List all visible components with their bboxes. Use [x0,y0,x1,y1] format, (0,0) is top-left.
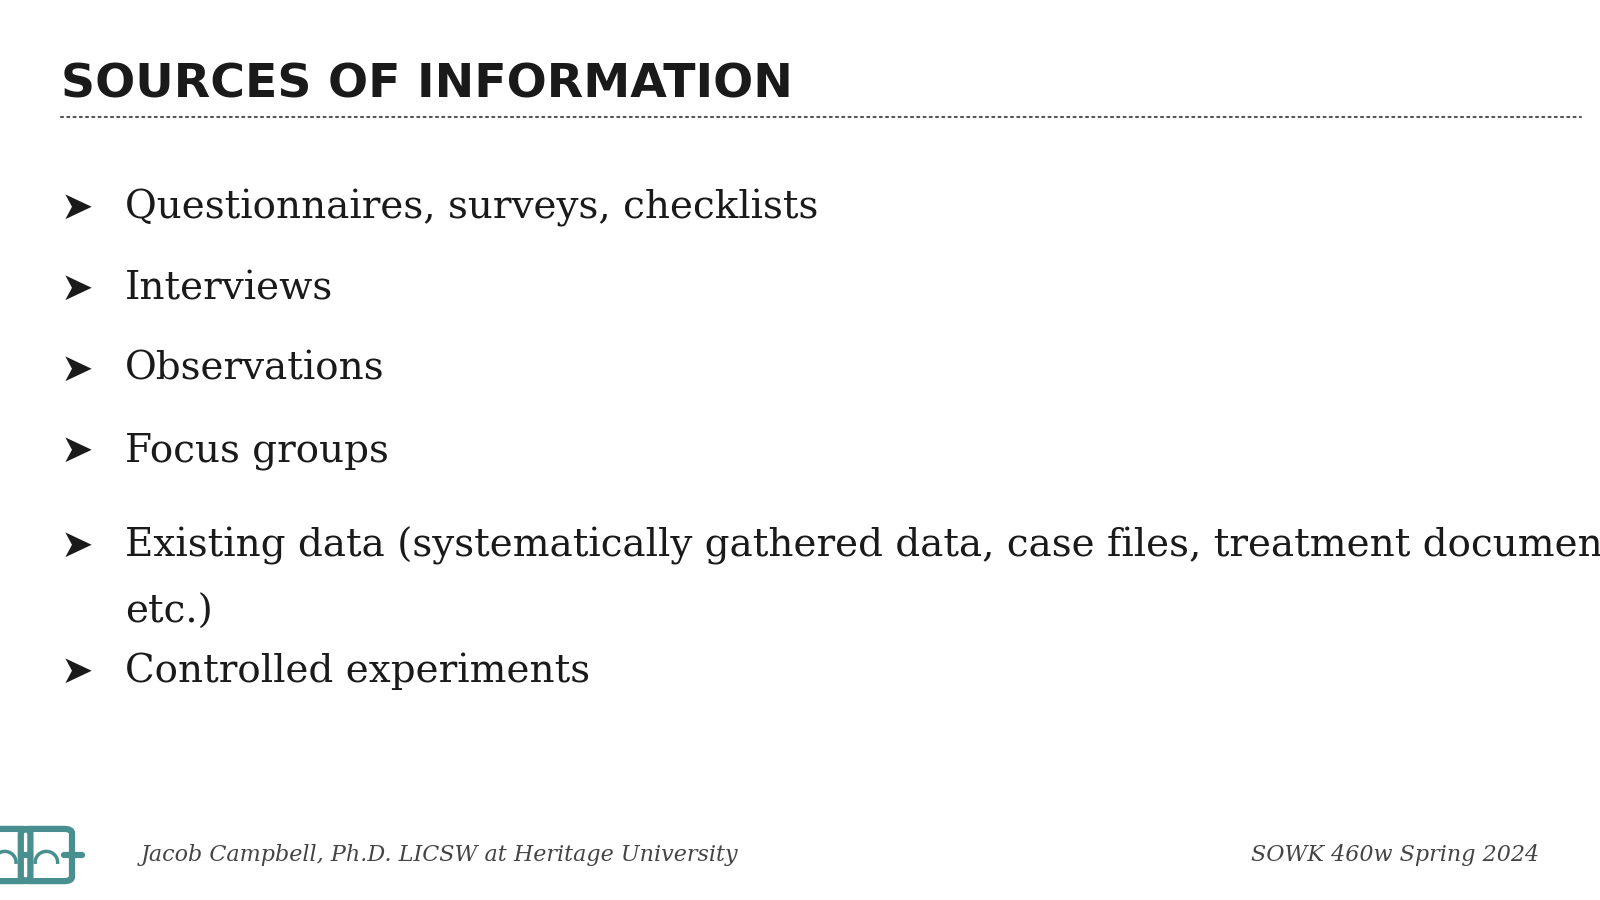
Text: ➤: ➤ [61,432,93,470]
Text: ➤: ➤ [61,526,93,564]
Text: etc.): etc.) [125,594,213,631]
Text: Existing data (systematically gathered data, case files, treatment documentation: Existing data (systematically gathered d… [125,526,1600,565]
Text: ➤: ➤ [61,189,93,227]
Text: Controlled experiments: Controlled experiments [125,652,590,690]
Text: Questionnaires, surveys, checklists: Questionnaires, surveys, checklists [125,189,818,227]
Text: Jacob Campbell, Ph.D. LICSW at Heritage University: Jacob Campbell, Ph.D. LICSW at Heritage … [141,844,739,866]
Text: Focus groups: Focus groups [125,432,389,470]
Text: ➤: ➤ [61,270,93,308]
Text: ➤: ➤ [61,652,93,690]
Text: ➤: ➤ [61,351,93,389]
Text: SOWK 460w Spring 2024: SOWK 460w Spring 2024 [1251,844,1539,866]
Text: Interviews: Interviews [125,270,333,307]
Text: Observations: Observations [125,351,384,388]
Text: SOURCES OF INFORMATION: SOURCES OF INFORMATION [61,63,792,108]
